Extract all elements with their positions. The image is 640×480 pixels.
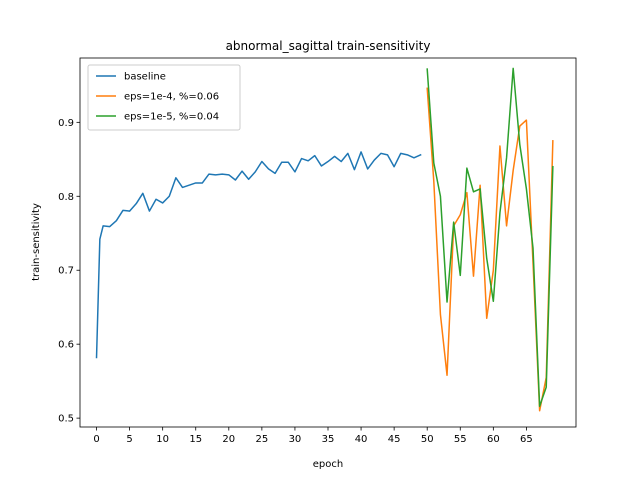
- x-tick-label: 65: [520, 434, 533, 445]
- series-line-1: [426, 87, 554, 412]
- x-tick-label: 0: [93, 434, 99, 445]
- x-tick-label: 55: [454, 434, 467, 445]
- axes: 0 5 10 15 20 25 30 35 40 45 50 55 60 65 0.5 0.6 0.7 0.8 0.…: [58, 57, 577, 445]
- plot-area: [95, 67, 554, 412]
- legend-label: baseline: [124, 72, 166, 83]
- x-tick-label: 5: [126, 434, 132, 445]
- x-tick-label: 60: [487, 434, 500, 445]
- x-tick-label: 45: [388, 434, 401, 445]
- x-tick-label: 40: [355, 434, 368, 445]
- y-tick-label: 0.8: [58, 192, 74, 203]
- legend-label: eps=1e-4, %=0.06: [124, 92, 219, 103]
- x-tick-label: 50: [421, 434, 434, 445]
- series-line-2: [426, 67, 554, 408]
- series-line-0: [95, 151, 422, 359]
- x-tick-label: 35: [322, 434, 335, 445]
- x-tick-label: 15: [189, 434, 202, 445]
- x-tick-label: 25: [255, 434, 268, 445]
- x-tick-label: 20: [222, 434, 235, 445]
- x-tick-label: 10: [156, 434, 169, 445]
- y-tick-label: 0.9: [58, 118, 74, 129]
- legend-box: [87, 64, 241, 131]
- y-tick-label: 0.5: [58, 414, 74, 425]
- y-tick-label: 0.7: [58, 266, 74, 277]
- legend-label: eps=1e-5, %=0.04: [124, 112, 219, 123]
- chart-title: abnormal_sagittal train-sensitivity: [226, 39, 431, 53]
- y-tick-label: 0.6: [58, 340, 74, 351]
- x-tick-label: 30: [289, 434, 302, 445]
- y-axis-label: train-sensitivity: [31, 203, 42, 281]
- legend: baseline eps=1e-4, %=0.06 eps=1e-5, %=0.04: [87, 64, 241, 131]
- x-axis-label: epoch: [313, 459, 343, 470]
